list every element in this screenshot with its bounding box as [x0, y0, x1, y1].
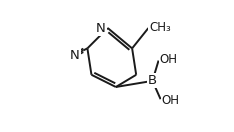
Text: N: N: [96, 22, 106, 35]
Text: B: B: [148, 74, 157, 87]
Text: OH: OH: [162, 94, 180, 107]
Text: CH₃: CH₃: [149, 20, 171, 34]
Text: N: N: [70, 49, 80, 62]
Text: OH: OH: [160, 53, 178, 66]
